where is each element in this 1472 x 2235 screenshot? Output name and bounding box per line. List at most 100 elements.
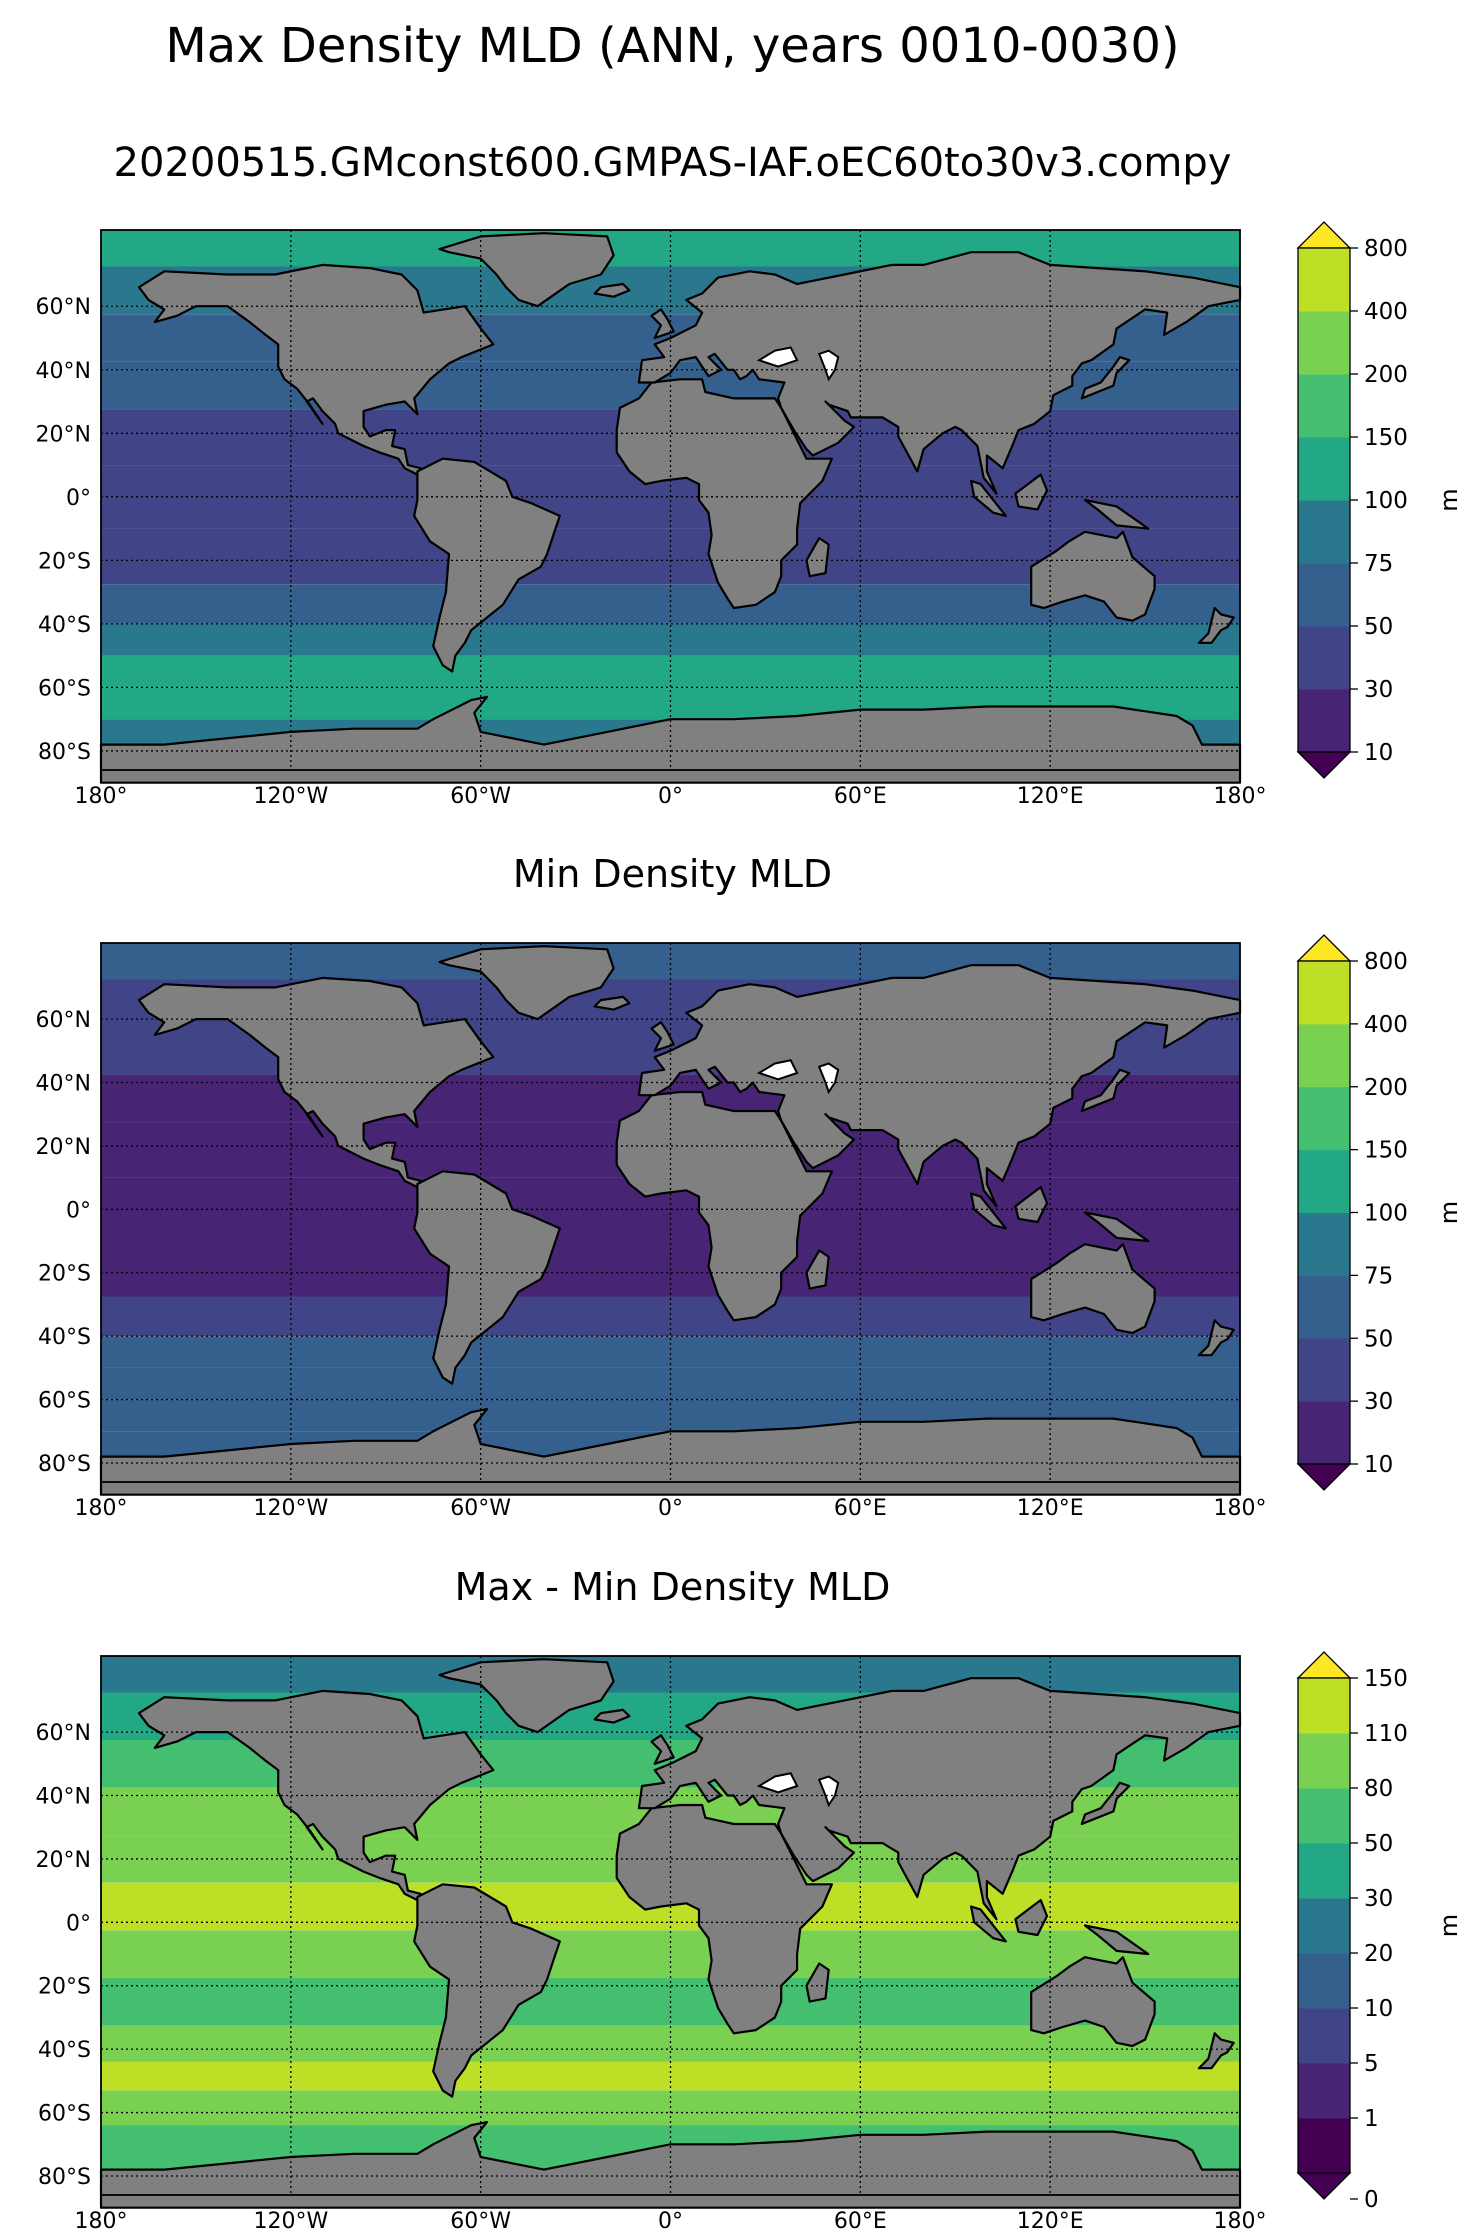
colorbar-swatch [1298,1898,1350,1954]
colorbar-tick-label: 5 [1364,2051,1379,2077]
colorbar-swatch [1298,689,1350,753]
y-tick-label: 0° [66,1911,91,1936]
x-tick-label: 180° [75,2209,128,2234]
colorbar-swatch [1298,1023,1350,1088]
y-tick-label: 40°S [38,2038,91,2063]
y-tick-label: 80°S [38,1452,91,1477]
colorbar-swatch [1298,961,1350,1025]
japan-landmass [1080,1781,1131,1826]
y-tick-label: 40°N [36,1072,91,1097]
x-tick-label: 180° [75,784,128,809]
colorbar-swatch [1298,1401,1350,1465]
colorbar-tick-label: 200 [1364,362,1408,388]
y-tick-label: 0° [66,1198,91,1223]
x-tick-label: 120°E [1017,784,1084,809]
x-tick-label: 180° [1214,2209,1267,2234]
colorbar-1: 10 30 50 75 100 150 200 400 800 m [1296,221,1463,779]
colorbar-tick-label: 10 [1364,740,1393,766]
y-tick-label: 20°S [38,1975,91,2000]
colorbar-swatch [1298,437,1350,501]
colorbar-swatch [1298,563,1350,627]
inland-sea [817,349,840,382]
eurasia-landmass [637,251,1242,495]
inland-sea [817,1775,840,1808]
x-tick-label: 60°E [834,784,887,809]
colorbar-frame [1297,1677,1351,2174]
y-tick-label: 60°N [36,1008,91,1033]
x-tick-label: 60°W [450,1496,511,1521]
colorbar-tick-label: 200 [1364,1075,1408,1101]
greenland-landmass [438,1658,615,1734]
colorbar-tick-label: 75 [1364,551,1393,577]
map-panel-3: 180° 120°W 60°W 0° 60°E 120°E 180° 60°N 40°N 20°N… [36,1655,1267,2234]
x-tick-label: 0° [658,2209,683,2234]
japan-landmass [1080,356,1131,400]
iceland-landmass [593,995,631,1011]
colorbar-extend-max [1296,1651,1352,1679]
colorbar-tick-label: 0 [1364,2187,1379,2213]
antarctica-landmass [99,1407,1242,1496]
colorbar-tick-label: 110 [1364,1721,1408,1747]
colorbar-swatch [1298,2063,1350,2119]
panel-3-title: Max - Min Density MLD [454,1565,891,1609]
iceland-landmass [593,282,631,298]
borneo-landmass [1014,473,1049,511]
ocean-band [101,1930,1240,1978]
new-guinea-landmass [1083,498,1150,530]
australia-landmass [1030,1956,1156,2048]
eurasia-landmass [637,1677,1242,1921]
colorbar-extend-max [1296,221,1352,249]
y-tick-label: 60°N [36,295,91,320]
colorbar-swatch [1298,2008,1350,2064]
south-america-landmass [413,457,561,673]
x-tick-label: 60°W [450,2209,511,2234]
inland-sea [817,1062,840,1095]
colorbar-swatch [1298,374,1350,438]
map-frame [100,1655,1241,2196]
colorbar-tick-label: 80 [1364,1776,1393,1802]
colorbar-tick-label: 50 [1364,1326,1393,1352]
australia-landmass [1030,1243,1156,1335]
japan-landmass [1080,1068,1131,1113]
antarctica-landmass [99,2121,1242,2209]
inland-sea [756,1772,799,1794]
uk-landmass [650,308,675,340]
inland-sea [756,346,799,368]
y-tick-label: 80°S [38,740,91,765]
figure-subtitle: 20200515.GMconst600.GMPAS-IAF.oEC60to30v… [113,140,1232,186]
uk-landmass [650,1021,675,1052]
x-tick-label: 180° [1214,1496,1267,1521]
colorbar-tick-label: 150 [1364,1138,1408,1164]
greenland-landmass [438,232,615,308]
y-tick-label: 20°N [36,1848,91,1873]
colorbar-swatch [1298,2118,1350,2174]
colorbar-tick-label: 1 [1364,2106,1379,2132]
colorbar-3: 0 1 5 10 20 30 50 80 110 150 m [1296,1651,1463,2213]
colorbar-swatch [1298,1212,1350,1276]
colorbar-extend-min [1296,1463,1352,1491]
y-tick-label: 0° [66,486,91,511]
figure-title: Max Density MLD (ANN, years 0010-0030) [165,18,1180,74]
colorbar-extend-min [1296,2172,1352,2200]
y-tick-label: 60°N [36,1721,91,1746]
x-tick-label: 60°E [834,2209,887,2234]
x-tick-label: 120°E [1017,2209,1084,2234]
y-tick-label: 40°S [38,613,91,638]
colorbar-swatch [1298,626,1350,690]
new-zealand-landmass [1197,2032,1235,2070]
colorbar-swatch [1298,1843,1350,1899]
new-zealand-landmass [1197,1319,1235,1357]
y-tick-label: 20°S [38,1262,91,1287]
uk-landmass [650,1734,675,1765]
inland-sea [756,1059,799,1081]
colorbar-label: m [1435,488,1463,511]
new-zealand-landmass [1197,606,1235,645]
colorbar-tick-label: 100 [1364,1201,1408,1227]
map-panel-1: 180° 120°W 60°W 0° 60°E 120°E 180° 60°N 40°N 20°N… [36,229,1267,809]
colorbar-tick-label: 30 [1364,1886,1393,1912]
y-tick-label: 80°S [38,2165,91,2190]
colorbar-swatch [1298,248,1350,312]
borneo-landmass [1014,1898,1049,1937]
x-tick-label: 120°E [1017,1496,1084,1521]
map-frame [100,229,1241,771]
